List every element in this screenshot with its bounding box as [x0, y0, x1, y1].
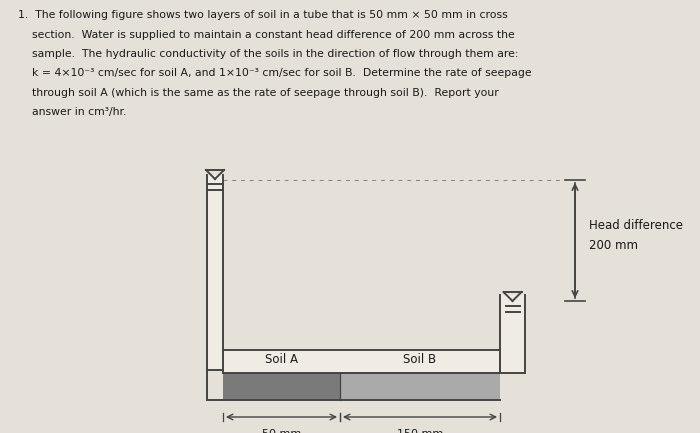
Text: 50 mm: 50 mm	[262, 429, 301, 433]
Text: Soil B: Soil B	[403, 353, 437, 366]
Text: Soil A: Soil A	[265, 353, 298, 366]
Text: 1.  The following figure shows two layers of soil in a tube that is 50 mm × 50 m: 1. The following figure shows two layers…	[18, 10, 507, 20]
Bar	[223, 373, 340, 400]
Text: 200 mm: 200 mm	[589, 239, 638, 252]
Text: sample.  The hydraulic conductivity of the soils in the direction of flow throug: sample. The hydraulic conductivity of th…	[18, 49, 519, 59]
Text: answer in cm³/hr.: answer in cm³/hr.	[18, 107, 127, 117]
Bar	[500, 295, 525, 373]
Text: k = 4×10⁻³ cm/sec for soil A, and 1×10⁻³ cm/sec for soil B.  Determine the rate : k = 4×10⁻³ cm/sec for soil A, and 1×10⁻³…	[18, 68, 531, 78]
Bar	[340, 373, 500, 400]
Text: Head difference: Head difference	[589, 219, 683, 232]
Bar	[223, 350, 500, 373]
Text: section.  Water is supplied to maintain a constant head difference of 200 mm acr: section. Water is supplied to maintain a…	[18, 29, 514, 39]
Bar	[207, 175, 223, 370]
Text: 150 mm: 150 mm	[397, 429, 443, 433]
Text: through soil A (which is the same as the rate of seepage through soil B).  Repor: through soil A (which is the same as the…	[18, 88, 498, 98]
Bar	[500, 373, 525, 400]
